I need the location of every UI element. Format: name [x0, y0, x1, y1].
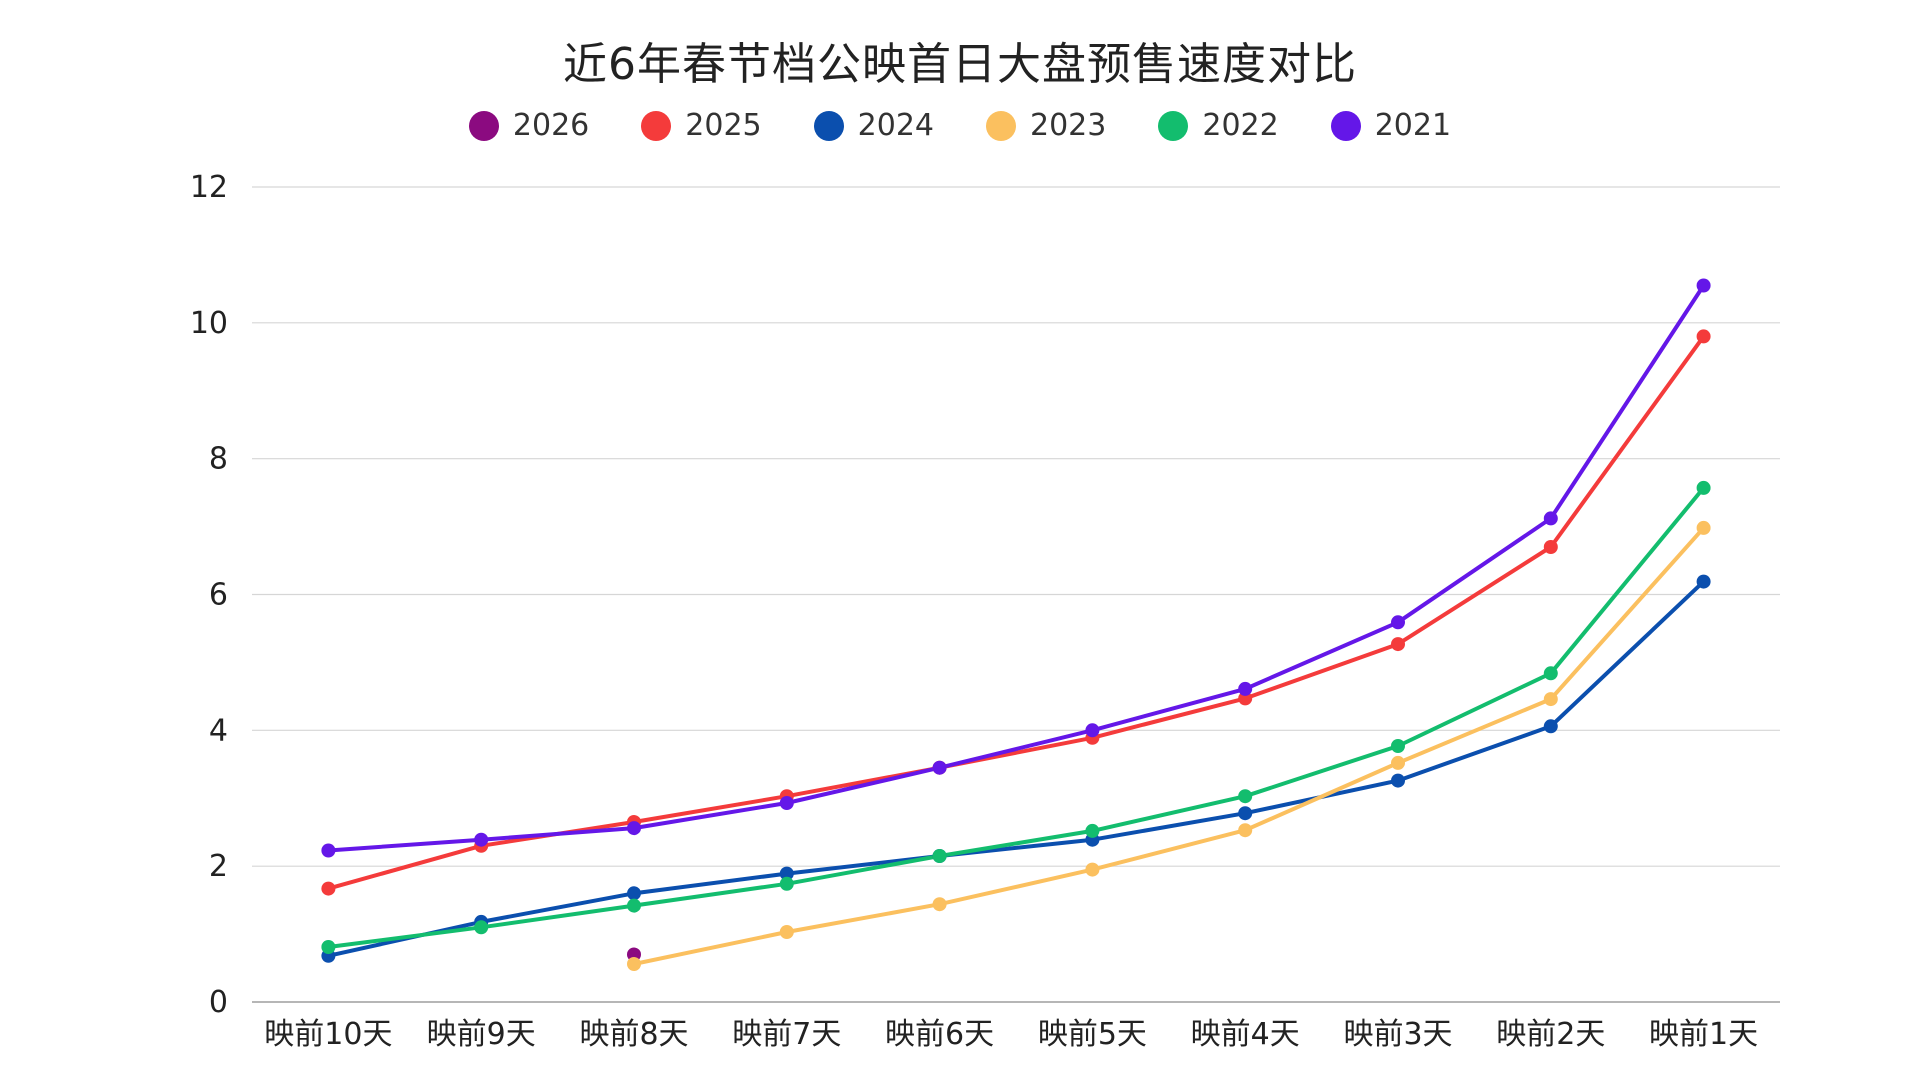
data-point-2024-4 — [779, 866, 794, 881]
data-point-2021-5 — [932, 760, 947, 775]
legend-item-2023[interactable]: 2023 — [986, 108, 1106, 143]
y-tick-label-6: 6 — [209, 578, 228, 613]
data-point-2023-4 — [779, 925, 794, 939]
series-line-2025 — [326, 334, 1706, 891]
legend-marker-2022 — [1158, 110, 1189, 141]
data-point-2023-9 — [1543, 692, 1558, 707]
data-point-2022-9 — [1543, 666, 1558, 681]
chart-title: 近6年春节档公映首日大盘预售速度对比 — [563, 39, 1357, 90]
x-tick-label-7: 映前4天 — [1191, 1017, 1300, 1052]
x-tick-label-4: 映前7天 — [732, 1017, 841, 1052]
data-point-2021-8 — [1391, 615, 1405, 630]
data-point-2023-5 — [932, 897, 947, 912]
data-point-2021-10 — [1696, 278, 1711, 293]
series-line-2022 — [326, 485, 1706, 949]
data-point-2022-6 — [1085, 823, 1100, 838]
data-point-2021-2 — [474, 832, 489, 847]
y-tick-label-10: 10 — [190, 306, 228, 341]
data-point-2023-8 — [1391, 755, 1405, 770]
data-point-2024-8 — [1391, 773, 1405, 788]
legend-label-2024: 2024 — [857, 108, 934, 143]
legend-marker-2021 — [1330, 110, 1361, 141]
x-tick-label-10: 映前1天 — [1649, 1017, 1758, 1052]
data-point-2021-9 — [1543, 511, 1558, 526]
data-point-2024-7 — [1238, 806, 1253, 821]
x-tick-label-3: 映前8天 — [579, 1017, 688, 1052]
data-point-2023-7 — [1238, 823, 1253, 838]
legend-marker-2023 — [986, 110, 1016, 141]
legend-label-2022: 2022 — [1202, 108, 1279, 143]
x-tick-label-9: 映前2天 — [1496, 1017, 1605, 1052]
x-tick-label-8: 映前3天 — [1343, 1017, 1452, 1052]
data-point-2025-1 — [321, 881, 336, 896]
legend-marker-2026 — [468, 110, 499, 141]
data-point-2022-10 — [1696, 480, 1711, 495]
data-point-2022-5 — [932, 849, 947, 863]
data-point-2021-6 — [1085, 723, 1100, 738]
y-tick-label-12: 12 — [190, 170, 228, 205]
legend-label-2025: 2025 — [685, 108, 762, 143]
data-point-2021-3 — [627, 821, 641, 836]
x-tick-label-5: 映前6天 — [885, 1017, 994, 1052]
data-point-2022-1 — [321, 940, 336, 954]
data-point-2023-6 — [1085, 862, 1100, 877]
legend-label-2023: 2023 — [1030, 108, 1107, 143]
data-point-2022-4 — [779, 876, 794, 891]
x-tick-label-6: 映前5天 — [1038, 1017, 1147, 1052]
y-tick-label-2: 2 — [209, 849, 228, 884]
y-tick-label-0: 0 — [209, 985, 228, 1020]
x-tick-label-1: 映前10天 — [264, 1017, 392, 1052]
legend-item-2021[interactable]: 2021 — [1330, 108, 1452, 143]
data-point-2022-8 — [1391, 739, 1405, 753]
data-point-2025-8 — [1391, 637, 1405, 652]
series-line-2024 — [326, 579, 1706, 958]
legend: 2026 2025 2024 2023 2022 2021 — [0, 108, 1920, 143]
data-point-2025-9 — [1543, 540, 1558, 554]
legend-item-2026[interactable]: 2026 — [468, 108, 590, 143]
y-tick-label-8: 8 — [209, 442, 228, 477]
legend-label-2026: 2026 — [512, 108, 590, 143]
data-point-2024-10 — [1696, 574, 1711, 589]
data-point-2021-1 — [321, 843, 336, 858]
data-point-2023-3 — [627, 957, 641, 971]
legend-label-2021: 2021 — [1374, 108, 1452, 143]
data-point-2025-10 — [1696, 329, 1711, 344]
series-line-2021 — [326, 283, 1706, 853]
data-point-2021-4 — [779, 796, 794, 810]
y-tick-label-4: 4 — [209, 713, 228, 748]
data-point-2023-10 — [1696, 520, 1711, 535]
legend-marker-2025 — [641, 110, 672, 141]
legend-item-2022[interactable]: 2022 — [1158, 108, 1279, 143]
data-point-2024-3 — [627, 886, 641, 901]
legend-marker-2024 — [813, 110, 844, 141]
data-point-2022-2 — [474, 920, 489, 935]
data-point-2021-7 — [1238, 681, 1253, 696]
series-line-2023 — [632, 525, 1706, 966]
data-point-2022-3 — [627, 898, 641, 913]
legend-item-2024[interactable]: 2024 — [813, 108, 934, 143]
x-tick-label-2: 映前9天 — [427, 1017, 536, 1052]
data-point-2022-7 — [1238, 789, 1253, 804]
legend-item-2025[interactable]: 2025 — [641, 108, 762, 143]
data-point-2024-9 — [1543, 719, 1558, 734]
